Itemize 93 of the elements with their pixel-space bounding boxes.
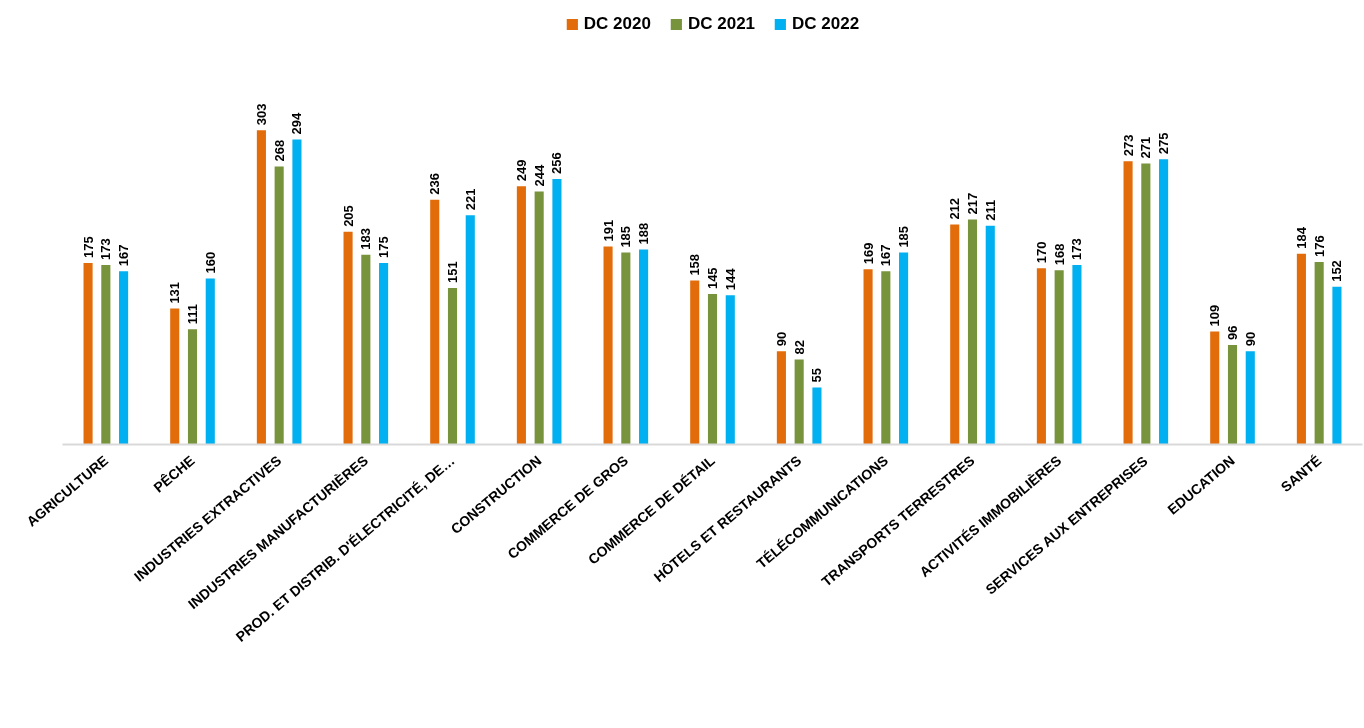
- bar: [725, 295, 735, 445]
- bar: [881, 271, 891, 445]
- data-label: 191: [600, 219, 616, 242]
- data-label: 170: [1033, 241, 1049, 264]
- data-label: 273: [1120, 134, 1136, 157]
- bar: [1314, 261, 1324, 445]
- data-label: 175: [80, 236, 96, 258]
- data-label: 211: [982, 199, 998, 221]
- data-label: 175: [376, 236, 392, 258]
- bar: [343, 231, 353, 445]
- data-label: 151: [445, 261, 460, 283]
- bar: [119, 271, 129, 445]
- data-label: 244: [531, 163, 547, 187]
- data-label: 185: [896, 225, 912, 248]
- data-label: 158: [687, 253, 703, 276]
- data-label: 275: [1156, 132, 1172, 155]
- data-label: 294: [289, 112, 305, 135]
- data-label: 169: [860, 242, 876, 265]
- legend-label: DC 2020: [583, 14, 651, 34]
- bar: [205, 278, 215, 445]
- bar: [430, 199, 440, 445]
- data-label: 145: [705, 267, 720, 290]
- data-label: 167: [116, 244, 132, 267]
- data-label: 173: [1069, 238, 1085, 261]
- bar: [967, 219, 978, 445]
- bar: [603, 246, 613, 445]
- data-label: 184: [1293, 226, 1309, 249]
- data-label: 90: [773, 331, 789, 347]
- bar: [1227, 344, 1238, 445]
- bar: [274, 166, 284, 445]
- bar: [516, 186, 526, 445]
- bar: [534, 191, 544, 445]
- bar: [690, 280, 700, 445]
- legend-label: DC 2022: [792, 14, 860, 34]
- data-label: 55: [809, 367, 825, 383]
- data-label: 221: [462, 188, 478, 211]
- bar: [1210, 331, 1220, 445]
- bar: [170, 308, 180, 445]
- bar: [1036, 268, 1046, 445]
- bar: [83, 262, 93, 445]
- data-label: 268: [271, 139, 287, 162]
- data-label: 109: [1207, 304, 1223, 327]
- data-label: 303: [253, 103, 269, 126]
- data-label: 205: [340, 205, 356, 227]
- data-label: 82: [791, 339, 807, 355]
- bar: [292, 139, 302, 445]
- data-label: 168: [1051, 243, 1067, 266]
- bar: [465, 215, 475, 445]
- data-label: 212: [947, 197, 963, 220]
- data-label: 217: [965, 192, 980, 215]
- data-label: 236: [427, 173, 443, 195]
- data-label: 144: [722, 267, 738, 291]
- bar: [985, 225, 995, 445]
- data-label: 176: [1311, 235, 1327, 257]
- data-label: 167: [878, 244, 894, 267]
- bar: [1245, 351, 1255, 445]
- bar: [1141, 163, 1151, 445]
- bar: [361, 254, 371, 445]
- data-label: 188: [636, 222, 652, 245]
- legend-label: DC 2021: [687, 14, 756, 34]
- data-label: 173: [98, 238, 114, 261]
- bar: [899, 252, 909, 445]
- bar: [187, 329, 198, 445]
- bar: [1123, 161, 1133, 445]
- bar: [256, 130, 266, 445]
- data-label: 96: [1225, 325, 1240, 340]
- data-label: 90: [1242, 331, 1258, 347]
- bar: [812, 387, 822, 445]
- data-label: 271: [1138, 136, 1154, 159]
- bar: [1159, 159, 1169, 445]
- bar: [639, 249, 649, 445]
- bar: [101, 265, 111, 445]
- data-label: 131: [167, 281, 183, 304]
- data-label: 183: [358, 227, 374, 250]
- bar: [621, 252, 631, 445]
- data-label: 111: [185, 304, 200, 325]
- bar: [1054, 270, 1064, 445]
- data-label: 152: [1329, 260, 1345, 282]
- bar: [1072, 265, 1082, 445]
- bar: [552, 178, 562, 445]
- bar: [776, 351, 786, 445]
- bar: [1296, 253, 1306, 445]
- data-label: 256: [549, 152, 565, 174]
- data-label: 249: [513, 159, 529, 182]
- data-label: 160: [202, 251, 218, 274]
- bar: [707, 294, 718, 445]
- bar: [379, 262, 389, 445]
- bar: [950, 224, 960, 445]
- data-label: 185: [618, 225, 634, 248]
- bar: [447, 287, 458, 445]
- bar: [1332, 286, 1342, 445]
- bar: [794, 359, 804, 445]
- bar: [863, 269, 873, 445]
